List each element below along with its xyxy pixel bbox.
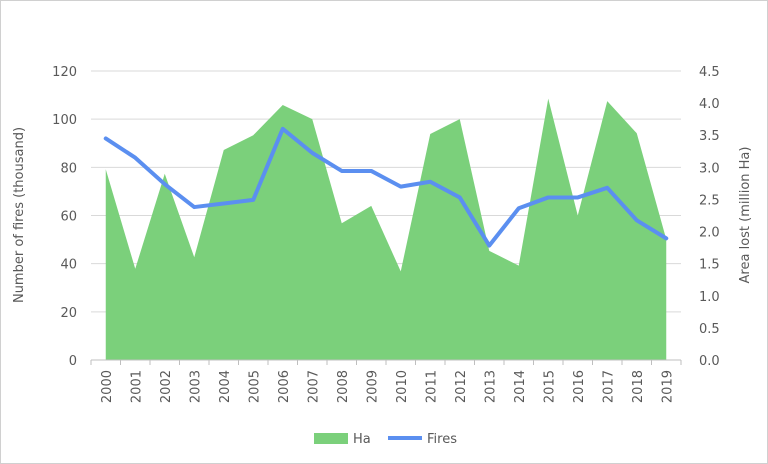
x-tick-label: 2015 [542, 370, 557, 403]
x-tick-label: 2005 [247, 370, 262, 403]
legend-label-ha: Ha [353, 432, 371, 447]
area-series [105, 98, 667, 361]
x-tick-label: 2011 [424, 370, 439, 403]
y-right-tick-label: 0.0 [699, 354, 720, 369]
y-right-tick-label: 2.5 [699, 193, 720, 208]
x-tick-label: 2001 [129, 370, 144, 403]
x-tick-label: 2017 [601, 370, 616, 403]
legend: Ha Fires [314, 432, 457, 447]
x-tick-label: 2012 [454, 370, 469, 403]
x-tick-label: 2003 [188, 370, 203, 403]
y-right-tick-label: 3.0 [699, 161, 720, 176]
x-tick-label: 2008 [336, 370, 351, 403]
x-tick-label: 2013 [483, 370, 498, 403]
y-right-tick-label: 1.5 [699, 258, 720, 273]
y-right-tick-label: 0.5 [699, 322, 720, 337]
y-right-tick-label: 1.0 [699, 290, 720, 305]
x-tick-label: 2002 [159, 370, 174, 403]
y-left-tick-label: 120 [52, 65, 77, 80]
y-right-tick-label: 4.5 [699, 65, 720, 80]
x-tick-label: 2019 [660, 370, 675, 403]
area-ha [105, 98, 667, 361]
x-tick-label: 2018 [631, 370, 646, 403]
y-left-tick-label: 60 [60, 210, 77, 225]
legend-swatch-ha [314, 433, 348, 444]
y-left-tick-label: 0 [69, 354, 77, 369]
x-tick-label: 2010 [395, 370, 410, 403]
y-left-tick-label: 80 [60, 161, 77, 176]
axes: 0 20 40 60 80 100 120 0.0 0.5 1.0 1.5 2.0 2.5 3.0 3.5 4… [52, 65, 720, 403]
x-tick-label: 2000 [100, 370, 115, 403]
y-right-tick-label: 4.0 [699, 97, 720, 112]
y-left-tick-label: 20 [60, 306, 77, 321]
y-axis-left-title: Number of fires (thousand) [12, 127, 27, 303]
line-fires [103, 126, 669, 248]
x-tick-label: 2007 [306, 370, 321, 403]
y-right-tick-label: 3.5 [699, 129, 720, 144]
x-tick-label: 2006 [277, 370, 292, 403]
line-series [103, 126, 669, 248]
y-right-tick-label: 2.0 [699, 226, 720, 241]
x-tick-label: 2014 [513, 370, 528, 403]
x-tick-label: 2004 [218, 370, 233, 403]
x-tick-label: 2009 [365, 370, 380, 403]
y-left-tick-label: 100 [52, 113, 77, 128]
y-axis-right-title: Area lost (million Ha) [738, 147, 753, 284]
y-left-tick-label: 40 [60, 258, 77, 273]
x-tick-label: 2016 [572, 370, 587, 403]
legend-label-fires: Fires [427, 432, 457, 447]
